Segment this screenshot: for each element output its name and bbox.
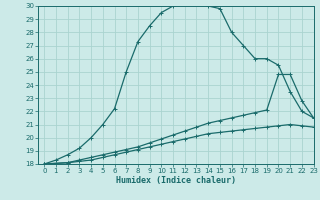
X-axis label: Humidex (Indice chaleur): Humidex (Indice chaleur) <box>116 176 236 185</box>
